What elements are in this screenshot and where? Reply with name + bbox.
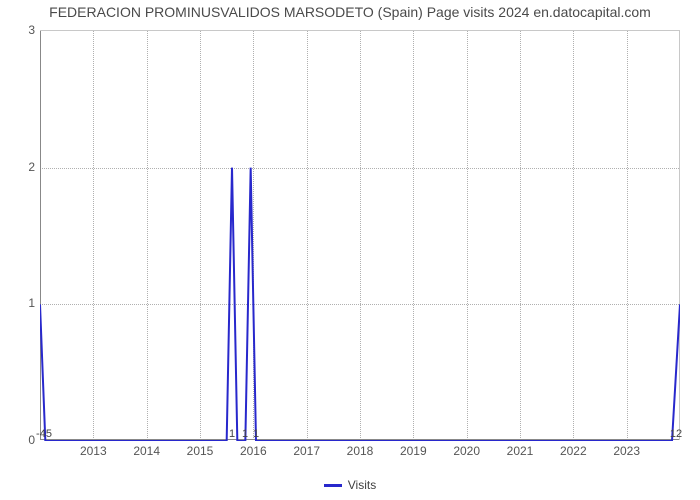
xtick-label: 2020 bbox=[453, 444, 480, 458]
data-label: 1 bbox=[253, 428, 259, 440]
xtick-label: 2017 bbox=[293, 444, 320, 458]
xtick-label: 2023 bbox=[613, 444, 640, 458]
data-label: 1 bbox=[242, 428, 248, 440]
x-left-boundary-label: -45 bbox=[36, 428, 52, 440]
ytick-label: 1 bbox=[5, 296, 35, 310]
xtick-label: 2015 bbox=[187, 444, 214, 458]
xtick-label: 2014 bbox=[133, 444, 160, 458]
ytick-label: 2 bbox=[5, 160, 35, 174]
xtick-label: 2022 bbox=[560, 444, 587, 458]
x-right-boundary-label: 12 bbox=[670, 428, 682, 440]
xtick-label: 2021 bbox=[507, 444, 534, 458]
visits-line-series bbox=[40, 31, 680, 441]
xtick-label: 2016 bbox=[240, 444, 267, 458]
ytick-label: 0 bbox=[5, 433, 35, 447]
xtick-label: 2013 bbox=[80, 444, 107, 458]
data-label: 1 bbox=[229, 428, 235, 440]
ytick-label: 3 bbox=[5, 23, 35, 37]
xtick-label: 2019 bbox=[400, 444, 427, 458]
plot-area bbox=[40, 30, 680, 440]
legend-swatch bbox=[324, 484, 342, 487]
legend: Visits bbox=[0, 477, 700, 492]
chart-container: FEDERACION PROMINUSVALIDOS MARSODETO (Sp… bbox=[0, 0, 700, 500]
legend-label: Visits bbox=[348, 478, 376, 492]
xtick-label: 2018 bbox=[347, 444, 374, 458]
chart-title: FEDERACION PROMINUSVALIDOS MARSODETO (Sp… bbox=[0, 4, 700, 20]
